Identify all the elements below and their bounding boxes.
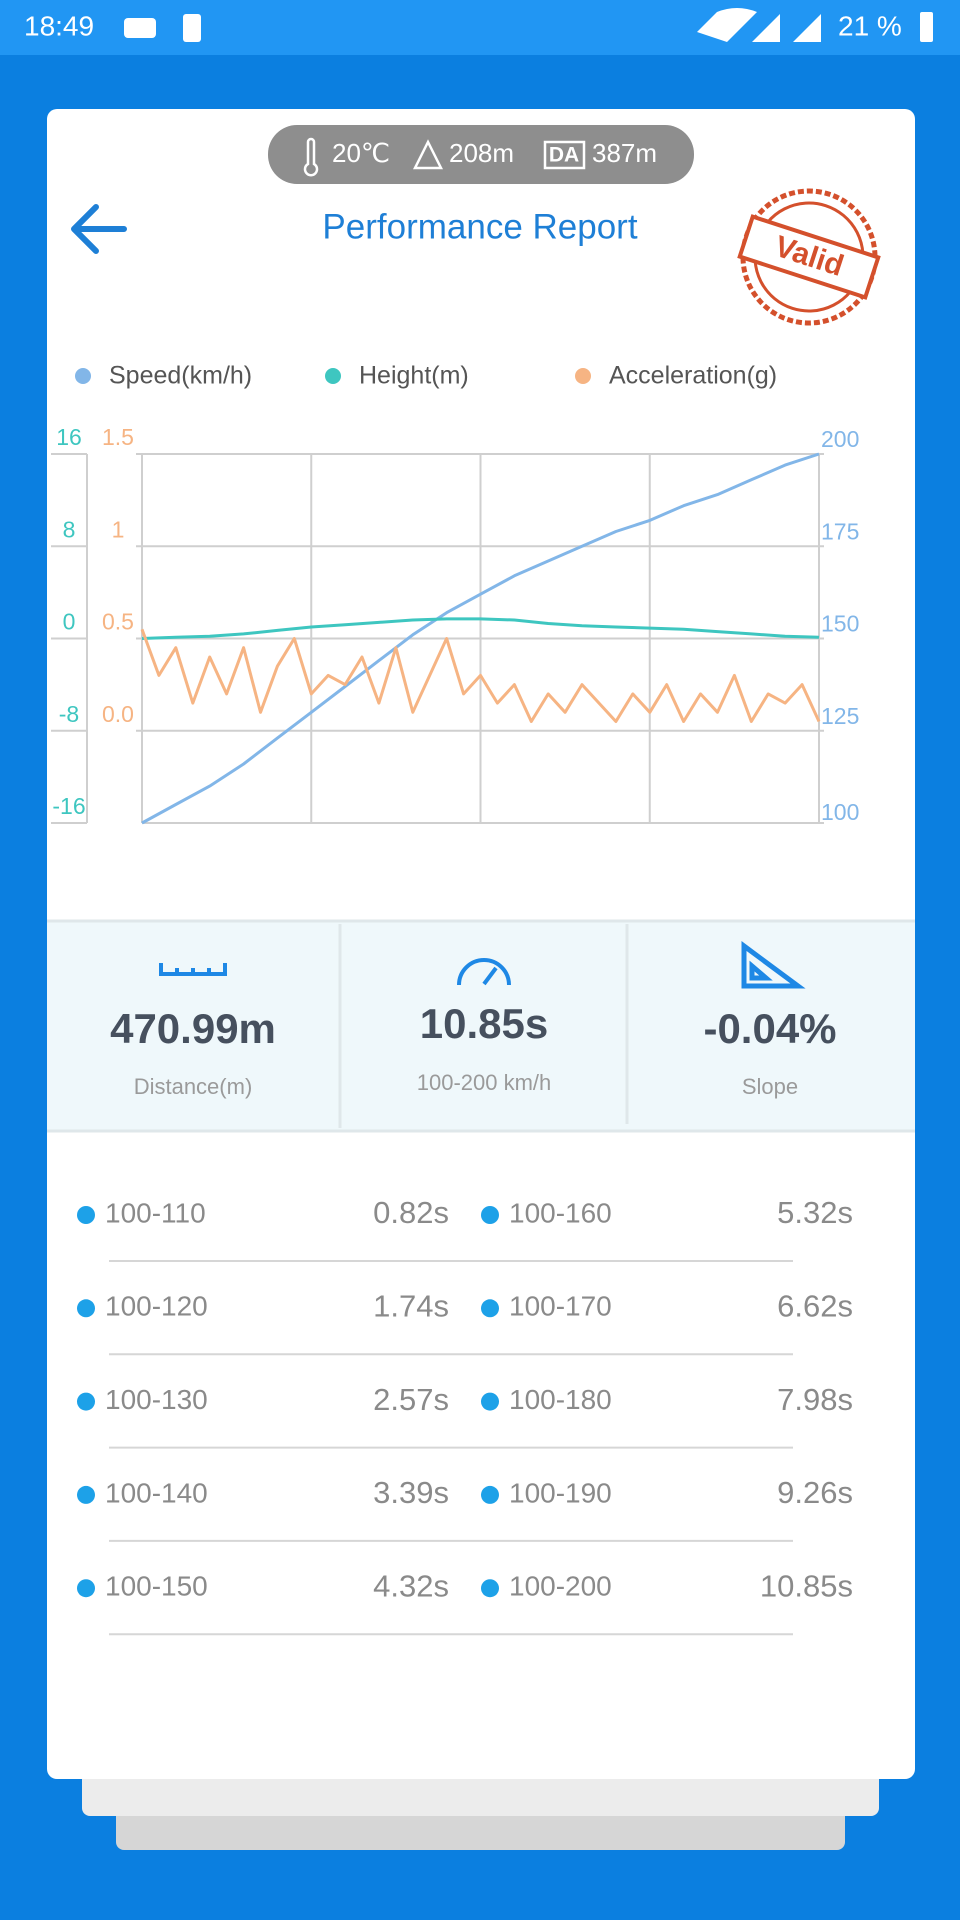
- split-range: 100-190: [509, 1477, 612, 1508]
- legend-label: Height(m): [359, 362, 469, 390]
- thermometer-icon: [303, 137, 319, 177]
- density-altitude: 387m: [592, 138, 657, 168]
- split-dot: [481, 1206, 499, 1224]
- stat-value: -0.04%: [703, 1005, 836, 1052]
- split-dot: [481, 1579, 499, 1598]
- mountain-icon: [412, 139, 444, 170]
- y2-tick-label: 150: [821, 611, 859, 637]
- y-tick-label: 8: [63, 516, 76, 542]
- split-range: 100-200: [509, 1571, 612, 1602]
- split-time: 1.74s: [373, 1288, 449, 1323]
- split-range: 100-160: [509, 1197, 612, 1228]
- y3-tick-label: 1.5: [102, 424, 134, 450]
- series-line: [141, 452, 820, 825]
- battery-text: 21 %: [838, 10, 902, 41]
- split-dot: [481, 1485, 499, 1504]
- da-badge: [543, 140, 586, 170]
- y2-tick-label: 100: [821, 799, 859, 825]
- split-dot: [77, 1299, 95, 1318]
- split-range: 100-150: [105, 1571, 208, 1602]
- stat-value: 470.99m: [110, 1005, 276, 1052]
- split-dot: [481, 1299, 499, 1318]
- altitude: 208m: [449, 138, 514, 168]
- splits-table: 100-110 0.82s 100-160 5.32s 100-120 1.74s 100-…: [77, 1195, 853, 1636]
- status-bar: [0, 0, 960, 55]
- game-icon: [124, 18, 156, 38]
- legend-marker: [75, 368, 91, 384]
- battery-saver-icon: [183, 14, 201, 42]
- clock: 18:49: [24, 10, 94, 41]
- stats-panel: [47, 921, 915, 1130]
- wifi-icon: [697, 8, 757, 42]
- y-tick-label: 0: [63, 609, 76, 635]
- distance-icon: [159, 963, 227, 976]
- split-time: 6.62s: [777, 1288, 853, 1323]
- slope-icon: [741, 941, 806, 989]
- y-tick-label: -16: [52, 793, 85, 819]
- legend-marker: [325, 368, 341, 384]
- legend-label: Acceleration(g): [609, 362, 777, 390]
- signal-icon: [752, 14, 780, 42]
- page-title: Performance Report: [322, 207, 637, 246]
- split-time: 4.32s: [373, 1568, 449, 1603]
- split-time: 5.32s: [777, 1195, 853, 1230]
- legend-marker: [575, 368, 591, 384]
- y2-tick-label: 125: [821, 703, 859, 729]
- split-dot: [77, 1485, 95, 1504]
- stat-label: Slope: [742, 1074, 798, 1099]
- stat-label: 100-200 km/h: [417, 1070, 552, 1095]
- series-line: [141, 617, 820, 640]
- split-range: 100-110: [105, 1197, 206, 1228]
- battery-icon: [920, 12, 933, 42]
- series-line: [140, 628, 821, 723]
- stat-value: 10.85s: [420, 1000, 548, 1047]
- y-tick-label: 16: [56, 424, 82, 450]
- y3-tick-label: 0.0: [102, 701, 134, 727]
- split-dot: [77, 1392, 95, 1411]
- speed-icon-needle: [482, 966, 498, 986]
- stats: 470.99m Distance(m) 10.85s 100-200 km/h -0.0…: [110, 1000, 836, 1099]
- da-badge-text: DA: [549, 144, 579, 167]
- split-time: 0.82s: [373, 1195, 449, 1230]
- split-range: 100-180: [509, 1384, 612, 1415]
- legend-label: Speed(km/h): [109, 362, 252, 390]
- signal-icon: [793, 14, 821, 42]
- split-time: 9.26s: [777, 1475, 853, 1510]
- split-time: 10.85s: [760, 1568, 853, 1603]
- split-time: 3.39s: [373, 1475, 449, 1510]
- split-dot: [77, 1579, 95, 1598]
- back-button[interactable]: [71, 204, 127, 254]
- split-range: 100-120: [105, 1291, 208, 1322]
- y3-tick-label: 0.5: [102, 609, 134, 635]
- y-tick-label: -8: [59, 701, 79, 727]
- chart: Speed(km/h) Height(m) Acceleration(g) -16 -8…: [51, 362, 859, 825]
- split-time: 2.57s: [373, 1382, 449, 1417]
- split-range: 100-130: [105, 1384, 208, 1415]
- split-range: 100-140: [105, 1477, 208, 1508]
- y2-tick-label: 200: [821, 426, 859, 452]
- stat-label: Distance(m): [134, 1074, 253, 1099]
- temperature: 20℃: [332, 138, 390, 168]
- split-range: 100-170: [509, 1291, 612, 1322]
- split-dot: [77, 1206, 95, 1224]
- split-dot: [481, 1392, 499, 1411]
- speed-icon: [457, 958, 511, 986]
- split-time: 7.98s: [777, 1382, 853, 1417]
- y3-tick-label: 1: [112, 516, 125, 542]
- y2-tick-label: 175: [821, 518, 859, 544]
- conditions-chip: [268, 125, 694, 184]
